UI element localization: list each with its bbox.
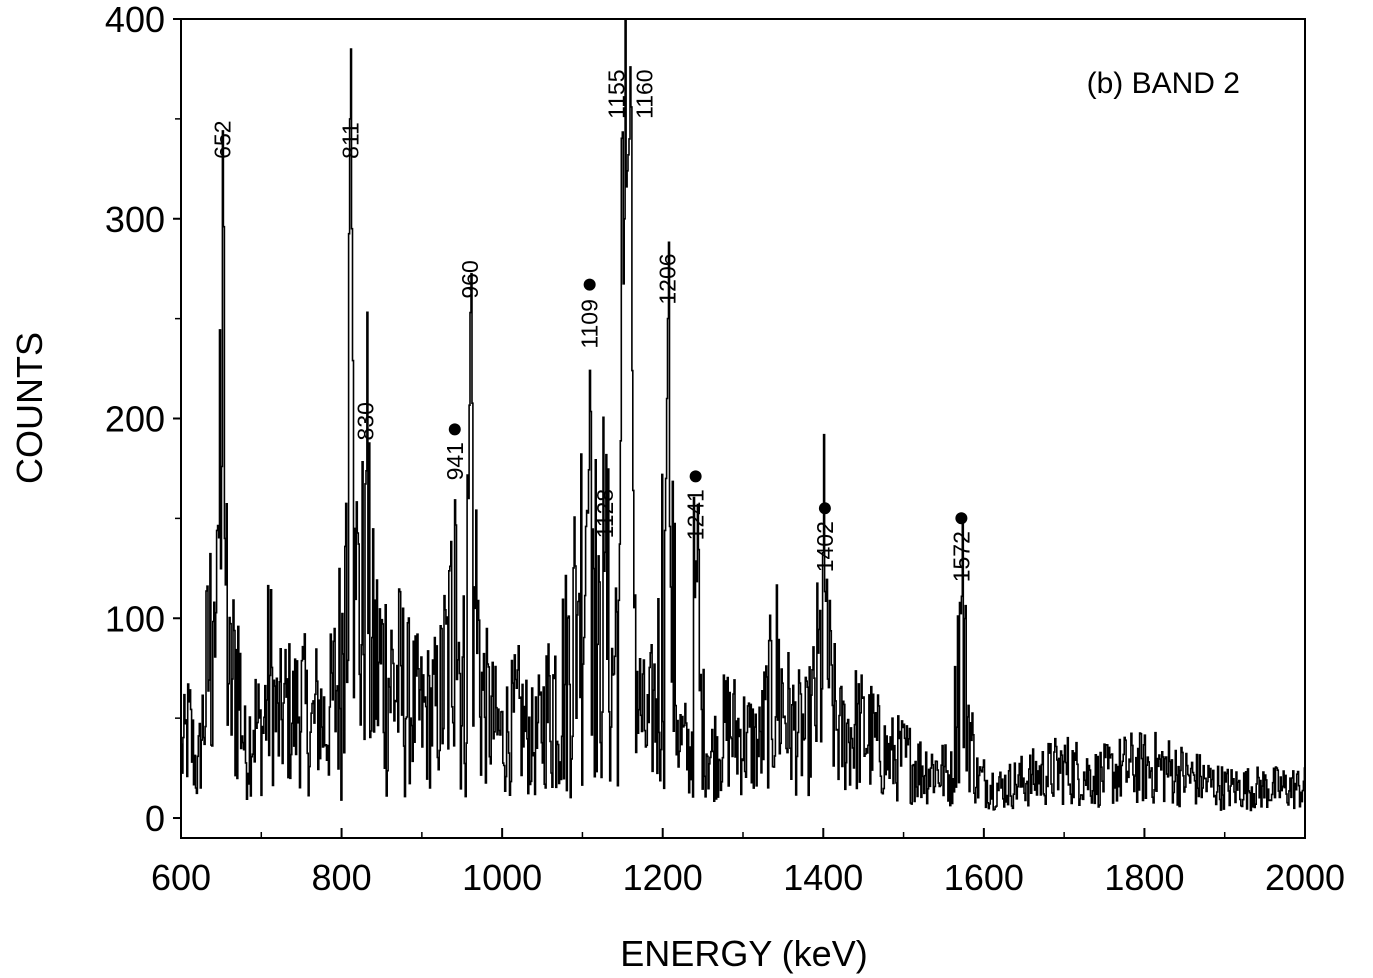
peak-label-960: 960	[457, 260, 483, 298]
peak-label-1241: 1241	[683, 489, 709, 540]
peak-label-1402: 1402	[812, 521, 838, 572]
x-tick-label: 1000	[462, 857, 542, 898]
peak-label-1128: 1128	[592, 489, 618, 538]
y-axis-ticks: 0 100 200 300 400	[105, 0, 181, 839]
peak-marker-941	[448, 423, 461, 436]
peak-marker-1109	[583, 278, 596, 291]
peak-label-941: 941	[442, 442, 468, 480]
peak-marker-1572	[955, 512, 968, 525]
peak-marker-1402	[818, 502, 831, 515]
peak-label-652: 652	[210, 120, 236, 158]
y-axis-title: COUNTS	[9, 332, 50, 484]
x-tick-label: 1400	[783, 857, 863, 898]
y-tick-label: 200	[105, 399, 165, 440]
y-tick-label: 400	[105, 0, 165, 40]
peak-label-1109: 1109	[577, 299, 603, 348]
peak-label-1572: 1572	[948, 531, 974, 582]
peak-marker-1241	[689, 470, 702, 483]
peak-label-1206: 1206	[655, 253, 681, 304]
spectrum-line	[181, 18, 1306, 812]
y-tick-label: 0	[145, 798, 165, 839]
x-tick-label: 1200	[623, 857, 703, 898]
peak-label-1155: 1155	[604, 69, 630, 118]
x-tick-label: 2000	[1265, 857, 1345, 898]
x-tick-label: 1600	[944, 857, 1024, 898]
y-tick-label: 100	[105, 598, 165, 639]
x-axis-ticks: 600 800 1000 1200 1400 1600 1800 2000	[151, 828, 1345, 898]
peak-label-811: 811	[337, 122, 363, 159]
x-axis-title: ENERGY (keV)	[620, 933, 867, 974]
peak-label-1160: 1160	[632, 69, 658, 118]
plot-area: 600 800 1000 1200 1400 1600 1800 2000 0 100 200 30…	[105, 0, 1345, 898]
peak-labels: 652 811 830 941 960 1109 1128 1155 1160 1206 1241 1…	[210, 69, 975, 582]
x-tick-label: 800	[312, 857, 372, 898]
panel-label: (b) BAND 2	[1087, 67, 1240, 100]
x-tick-label: 600	[151, 857, 211, 898]
peak-label-830: 830	[353, 402, 379, 440]
x-tick-label: 1800	[1104, 857, 1184, 898]
y-tick-label: 300	[105, 199, 165, 240]
